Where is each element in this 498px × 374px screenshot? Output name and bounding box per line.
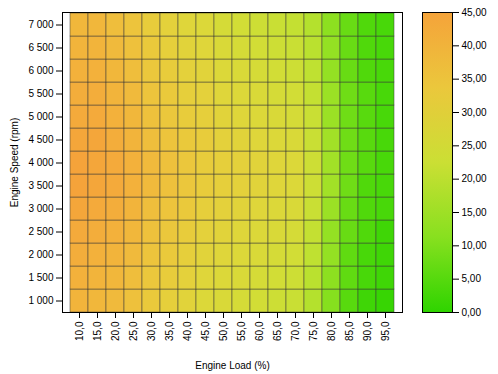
svg-text:20,00: 20,00 — [462, 173, 487, 184]
svg-text:15,0: 15,0 — [92, 321, 103, 341]
svg-text:2 500: 2 500 — [28, 226, 53, 237]
svg-text:80,0: 80,0 — [326, 321, 337, 341]
svg-text:65,0: 65,0 — [272, 321, 283, 341]
svg-text:45,00: 45,00 — [462, 7, 487, 18]
svg-text:40,00: 40,00 — [462, 40, 487, 51]
svg-text:35,0: 35,0 — [164, 321, 175, 341]
svg-text:35,00: 35,00 — [462, 73, 487, 84]
svg-text:7 000: 7 000 — [28, 19, 53, 30]
svg-text:1 500: 1 500 — [28, 272, 53, 283]
svg-text:95,0: 95,0 — [380, 321, 391, 341]
svg-text:50,0: 50,0 — [218, 321, 229, 341]
svg-text:1 000: 1 000 — [28, 295, 53, 306]
svg-text:5 000: 5 000 — [28, 111, 53, 122]
svg-text:70,0: 70,0 — [290, 321, 301, 341]
svg-text:6 000: 6 000 — [28, 65, 53, 76]
svg-text:75,0: 75,0 — [308, 321, 319, 341]
svg-text:85,0: 85,0 — [344, 321, 355, 341]
svg-text:60,0: 60,0 — [254, 321, 265, 341]
svg-text:90,0: 90,0 — [362, 321, 373, 341]
svg-text:4 500: 4 500 — [28, 134, 53, 145]
svg-text:55,0: 55,0 — [236, 321, 247, 341]
svg-text:45,0: 45,0 — [200, 321, 211, 341]
svg-text:4 000: 4 000 — [28, 157, 53, 168]
svg-text:6 500: 6 500 — [28, 42, 53, 53]
svg-text:10,0: 10,0 — [74, 321, 85, 341]
svg-text:2 000: 2 000 — [28, 249, 53, 260]
svg-text:3 000: 3 000 — [28, 203, 53, 214]
svg-text:15,00: 15,00 — [462, 207, 487, 218]
svg-text:3 500: 3 500 — [28, 180, 53, 191]
svg-text:40,0: 40,0 — [182, 321, 193, 341]
svg-text:20,0: 20,0 — [110, 321, 121, 341]
svg-text:10,00: 10,00 — [462, 240, 487, 251]
svg-text:Engine Speed (rpm): Engine Speed (rpm) — [9, 118, 20, 208]
svg-text:25,00: 25,00 — [462, 140, 487, 151]
svg-text:30,00: 30,00 — [462, 107, 487, 118]
svg-text:5,00: 5,00 — [462, 273, 482, 284]
svg-text:30,0: 30,0 — [146, 321, 157, 341]
svg-text:25,0: 25,0 — [128, 321, 139, 341]
svg-text:5 500: 5 500 — [28, 88, 53, 99]
svg-text:Engine Load (%): Engine Load (%) — [195, 360, 270, 371]
svg-text:0,00: 0,00 — [462, 307, 482, 318]
